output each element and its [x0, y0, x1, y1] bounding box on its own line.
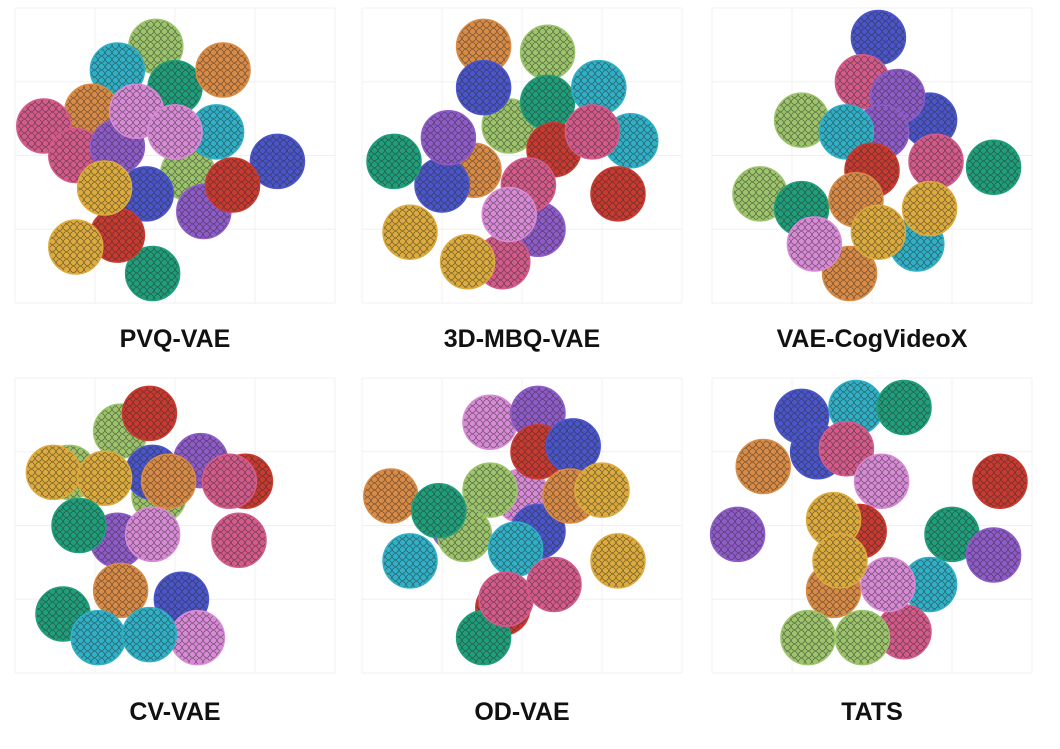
- scatter-panel: [361, 7, 683, 304]
- cluster-point: [850, 204, 907, 260]
- cluster-point: [25, 444, 82, 501]
- chart-title: OD-VAE: [474, 698, 569, 726]
- chart-title: VAE-CogVideoX: [777, 325, 968, 353]
- chart-title: CV-VAE: [129, 698, 220, 726]
- cluster-point: [411, 483, 467, 539]
- cluster-point: [590, 533, 646, 589]
- cluster-point: [140, 453, 197, 509]
- cluster-point: [249, 133, 306, 190]
- cluster-point: [965, 527, 1022, 583]
- cluster-point: [574, 462, 630, 518]
- cluster-point: [812, 533, 868, 589]
- cluster-point: [834, 609, 891, 666]
- cluster-point: [121, 606, 178, 663]
- cluster-point: [76, 160, 133, 216]
- cluster-point: [564, 104, 621, 160]
- cluster-point: [735, 438, 791, 495]
- scatter-panel: [14, 377, 336, 674]
- cluster-point: [876, 379, 932, 436]
- cluster-point: [124, 506, 181, 563]
- cluster-point: [462, 394, 518, 450]
- cluster-point: [70, 609, 126, 666]
- cluster-point: [169, 609, 226, 666]
- cluster-point: [780, 609, 836, 666]
- scatter-panel: [14, 7, 336, 304]
- cluster-point: [590, 166, 646, 222]
- cluster-point: [908, 133, 964, 190]
- scatter-panel: [361, 377, 683, 674]
- cluster-point: [211, 512, 267, 568]
- scatter-panel: [709, 377, 1033, 674]
- cluster-point: [439, 233, 496, 290]
- cluster-point: [121, 385, 178, 442]
- cluster-point: [972, 453, 1028, 509]
- chart-title: 3D-MBQ-VAE: [444, 325, 600, 353]
- cluster-point: [786, 216, 843, 272]
- cluster-point: [901, 180, 958, 237]
- cluster-point: [48, 219, 104, 275]
- cluster-point: [414, 157, 470, 213]
- cluster-point: [363, 468, 419, 524]
- cluster-point: [481, 186, 537, 243]
- cluster-point: [818, 421, 875, 477]
- cluster-point: [51, 497, 107, 554]
- cluster-point: [147, 104, 203, 160]
- cluster-point: [455, 59, 512, 116]
- cluster-point: [853, 453, 910, 509]
- chart-title: PVQ-VAE: [120, 325, 231, 353]
- cluster-point: [420, 110, 477, 166]
- cluster-point: [519, 24, 576, 80]
- cluster-point: [709, 506, 766, 563]
- scatter-panel: [711, 7, 1033, 304]
- cluster-point: [76, 450, 133, 507]
- cluster-point: [382, 533, 438, 589]
- cluster-point: [965, 139, 1022, 196]
- cluster-point: [519, 74, 576, 131]
- cluster-point: [382, 204, 438, 260]
- cluster-point: [201, 453, 258, 509]
- cluster-point: [124, 245, 181, 302]
- cluster-point: [860, 556, 916, 613]
- cluster-point: [526, 556, 582, 613]
- cluster-point: [462, 462, 518, 518]
- cluster-point: [195, 42, 251, 98]
- chart-title: TATS: [841, 698, 903, 726]
- cluster-point: [478, 571, 534, 627]
- cluster-point: [366, 133, 422, 190]
- cluster-point: [92, 562, 149, 619]
- cluster-point: [204, 157, 261, 213]
